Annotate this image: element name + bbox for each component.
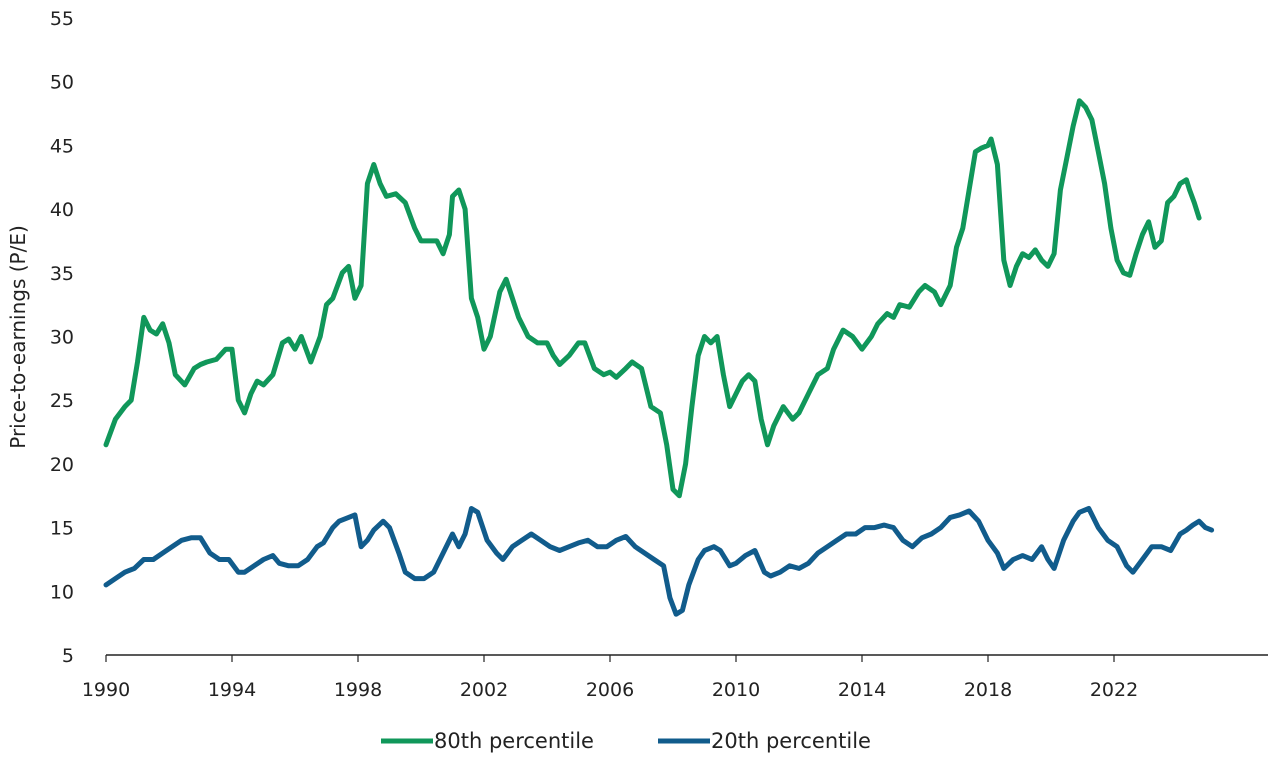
y-tick-label: 25 — [50, 390, 74, 412]
legend: 80th percentile 20th percentile — [381, 729, 871, 753]
x-tick-label: 2014 — [838, 679, 886, 701]
x-tick-label: 2022 — [1090, 679, 1138, 701]
legend-label-20th: 20th percentile — [711, 729, 871, 753]
y-tick-label: 30 — [50, 327, 74, 349]
y-tick-label: 45 — [50, 135, 74, 157]
x-tick-label: 2010 — [712, 679, 760, 701]
series-line-80th-percentile — [103, 98, 1202, 499]
y-tick-label: 5 — [62, 645, 74, 667]
y-axis-ticks: 5 10 15 20 25 30 35 40 45 50 55 — [50, 8, 74, 667]
series-lines — [103, 98, 1215, 617]
y-tick-label: 15 — [50, 518, 74, 540]
x-tick-label: 2018 — [964, 679, 1012, 701]
x-tick-label: 2006 — [586, 679, 634, 701]
y-axis-title: Price-to-earnings (P/E) — [6, 225, 30, 449]
legend-label-80th: 80th percentile — [434, 729, 594, 753]
y-tick-label: 55 — [50, 8, 74, 30]
y-tick-label: 50 — [50, 72, 74, 94]
x-tick-label: 2002 — [460, 679, 508, 701]
x-tick-label: 1998 — [334, 679, 382, 701]
y-tick-label: 20 — [50, 454, 74, 476]
y-tick-label: 10 — [50, 581, 74, 603]
x-tick-label: 1990 — [82, 679, 130, 701]
y-tick-label: 40 — [50, 199, 74, 221]
y-tick-label: 35 — [50, 263, 74, 285]
series-line-20th-percentile — [103, 506, 1215, 617]
x-axis-ticks: 1990 1994 1998 2002 2006 2010 2014 2018 2022 — [82, 655, 1138, 701]
x-tick-label: 1994 — [208, 679, 256, 701]
